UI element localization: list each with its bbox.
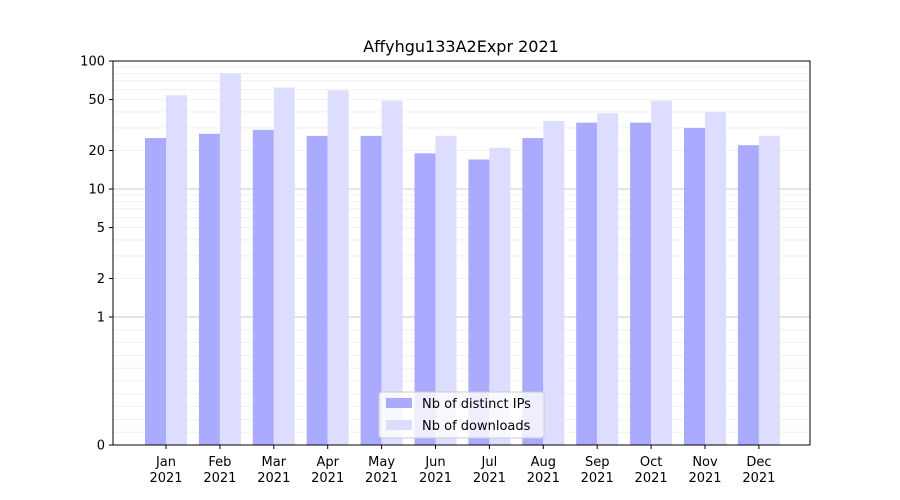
bar-downloads (651, 100, 673, 445)
bar-distinct-ips (576, 122, 598, 445)
legend: Nb of distinct IPs Nb of downloads (378, 391, 545, 439)
bar-downloads (219, 73, 241, 445)
chart-title: Affyhgu133A2Expr 2021 (363, 37, 559, 56)
bar-downloads (597, 113, 619, 446)
y-tick-label: 5 (97, 221, 105, 236)
x-tick-label-month: Mar (262, 455, 287, 470)
bar-downloads (166, 95, 187, 445)
bar-distinct-ips (252, 129, 274, 445)
bar-downloads (381, 100, 403, 445)
x-tick-label-year: 2021 (688, 471, 721, 486)
legend-swatch-ips (386, 398, 412, 408)
bar-distinct-ips (737, 145, 759, 445)
x-tick-label-year: 2021 (527, 471, 560, 486)
x-tick-label-month: Jun (424, 455, 445, 470)
x-tick-label-year: 2021 (203, 471, 236, 486)
legend-label-ips: Nb of distinct IPs (422, 397, 531, 412)
x-tick-label-month: Feb (208, 455, 231, 470)
bar-distinct-ips (145, 138, 166, 446)
x-tick-label-month: May (368, 455, 395, 470)
x-tick-label-year: 2021 (365, 471, 398, 486)
legend-swatch-downloads (386, 420, 412, 430)
bar-downloads (273, 87, 295, 446)
bar-downloads (327, 90, 349, 446)
legend-label-downloads: Nb of downloads (422, 419, 531, 434)
bar-distinct-ips (198, 133, 220, 445)
bar-distinct-ips (306, 135, 328, 445)
y-tick-label: 100 (80, 55, 105, 70)
bar-downloads (758, 135, 780, 445)
bar-downloads (705, 111, 726, 446)
x-tick-label-month: Nov (692, 455, 718, 470)
x-tick-label-month: Aug (531, 455, 556, 470)
bar-downloads (489, 147, 511, 446)
y-tick-label: 0 (97, 439, 105, 454)
bar-distinct-ips (522, 138, 544, 446)
y-axis: 0 1 2 5 10 20 50 100 (80, 55, 113, 454)
bar-distinct-ips (468, 159, 490, 445)
x-tick-label-year: 2021 (257, 471, 290, 486)
y-tick-label: 50 (88, 93, 105, 108)
x-tick-label-year: 2021 (419, 471, 452, 486)
x-tick-label-year: 2021 (149, 471, 182, 486)
x-tick-label-month: Apr (316, 455, 339, 470)
bar-distinct-ips (414, 153, 436, 446)
x-axis: Jan2021Feb2021Mar2021Apr2021May2021Jun20… (149, 445, 775, 486)
y-tick-label: 1 (97, 311, 105, 326)
y-tick-label: 10 (88, 183, 105, 198)
x-tick-label-year: 2021 (473, 471, 506, 486)
bar-distinct-ips (630, 122, 652, 445)
x-tick-label-year: 2021 (742, 471, 775, 486)
x-tick-label-year: 2021 (635, 471, 668, 486)
plot-frame (112, 60, 811, 446)
x-tick-label-month: Jul (481, 455, 498, 470)
y-tick-label: 2 (97, 272, 105, 287)
x-tick-label-month: Dec (746, 455, 771, 470)
x-tick-label-month: Jan (155, 455, 176, 470)
bar-distinct-ips (360, 135, 382, 445)
bar-distinct-ips (684, 127, 705, 446)
x-tick-label-month: Oct (640, 455, 662, 470)
y-tick-label: 20 (88, 144, 105, 159)
x-tick-label-year: 2021 (311, 471, 344, 486)
x-tick-label-year: 2021 (581, 471, 614, 486)
bar-downloads (543, 120, 565, 445)
chart-bars (145, 73, 780, 446)
x-tick-label-month: Sep (585, 455, 610, 470)
bar-downloads (435, 135, 457, 445)
legend-box (378, 391, 545, 439)
